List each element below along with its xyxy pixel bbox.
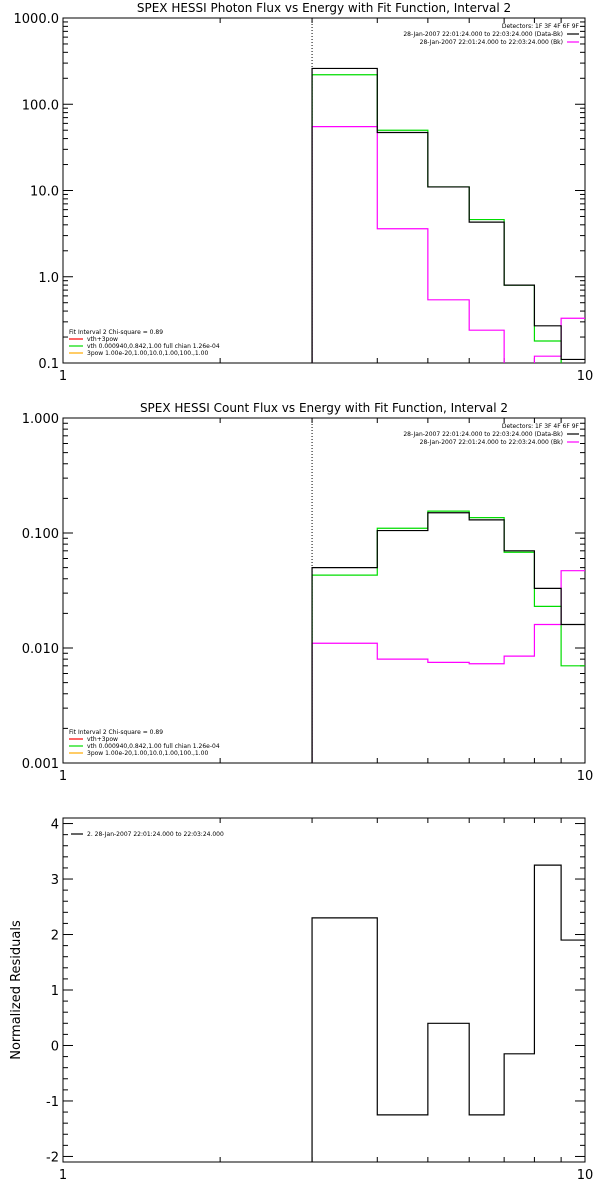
y-tick-label: 4: [51, 818, 59, 833]
series-line-data-bk: [311, 512, 585, 763]
legend-text: 28-Jan-2007 22:01:24.000 to 22:03:24.000…: [403, 431, 563, 438]
legend-text: Fit Interval 2 Chi-square = 0.89: [69, 329, 163, 336]
y-tick-label: 0.1: [38, 357, 59, 372]
x-tick-label: 10: [577, 369, 594, 384]
y-tick-label: -1: [46, 1095, 59, 1110]
y-tick-label: 1.0: [38, 271, 59, 286]
legend-text: vth 0.000940,0.842,1.00 full chian 1.26e…: [87, 743, 220, 750]
plot-frame: [62, 17, 586, 364]
legend-text: vth+3pow: [87, 336, 118, 343]
x-tick-label: 1: [59, 1168, 67, 1183]
legend-text: Detectors: 1F 3F 4F 6F 9F: [502, 23, 580, 30]
legend-text: 28-Jan-2007 22:01:24.000 to 22:03:24.000…: [420, 39, 563, 46]
y-tick-label: 2: [51, 929, 59, 944]
x-tick-label: 1: [59, 369, 67, 384]
y-tick-label: 0.001: [22, 757, 59, 772]
series-line-vth: [311, 510, 585, 763]
legend-text: 3pow 1.00e-20,1.00,10.0,1.00,100.,1.00: [87, 750, 208, 757]
y-tick-label: 0.100: [22, 527, 59, 542]
series-line-vth: [311, 74, 562, 363]
y-tick-label: 3: [51, 873, 59, 888]
legend-text: 28-Jan-2007 22:01:24.000 to 22:03:24.000…: [420, 439, 563, 446]
legend-text: Detectors: 1F 3F 4F 6F 9F: [502, 423, 580, 430]
legend-text: vth 0.000940,0.842,1.00 full chian 1.26e…: [87, 343, 220, 350]
chart-title: SPEX HESSI Count Flux vs Energy with Fit…: [140, 401, 508, 415]
series-line-bk: [311, 570, 585, 763]
plot-frame: [62, 417, 586, 764]
chart-panel-2: SPEX HESSI Count Flux vs Energy with Fit…: [22, 401, 593, 784]
y-tick-label: 1: [51, 984, 59, 999]
legend-text: vth+3pow: [87, 736, 118, 743]
y-tick-label: 100.0: [22, 98, 59, 113]
y-tick-label: 1000.0: [14, 12, 60, 27]
y-tick-label: 1.000: [22, 412, 59, 427]
y-tick-label: -2: [46, 1150, 59, 1165]
series-line-2-28-jan-2007-22-01-24-000-to-22-03-24-000: [311, 864, 585, 1162]
y-tick-label: 0.010: [22, 642, 59, 657]
chart-panel-1: SPEX HESSI Photon Flux vs Energy with Fi…: [14, 1, 594, 384]
plot-frame: [62, 817, 586, 1163]
y-tick-label: 0: [51, 1039, 59, 1054]
legend-text: 28-Jan-2007 22:01:24.000 to 22:03:24.000…: [403, 31, 563, 38]
series-line-data-bk: [311, 67, 585, 363]
x-tick-label: 1: [59, 769, 67, 784]
chart-title: SPEX HESSI Photon Flux vs Energy with Fi…: [137, 1, 511, 15]
x-tick-label: 10: [577, 1168, 594, 1183]
legend-text: 2. 28-Jan-2007 22:01:24.000 to 22:03:24.…: [87, 831, 224, 838]
legend-text: Fit Interval 2 Chi-square = 0.89: [69, 729, 163, 736]
legend-text: 3pow 1.00e-20,1.00,10.0,1.00,100.,1.00: [87, 350, 208, 357]
y-axis-label: Normalized Residuals: [9, 920, 24, 1060]
y-tick-label: 10.0: [30, 185, 59, 200]
series-line-bk: [311, 126, 585, 363]
x-tick-label: 10: [577, 769, 594, 784]
chart-panel-3: 1 10 -2 -1 0 1 2 3 4 Normalized Residuals 2. 28-Ja…: [9, 817, 594, 1183]
